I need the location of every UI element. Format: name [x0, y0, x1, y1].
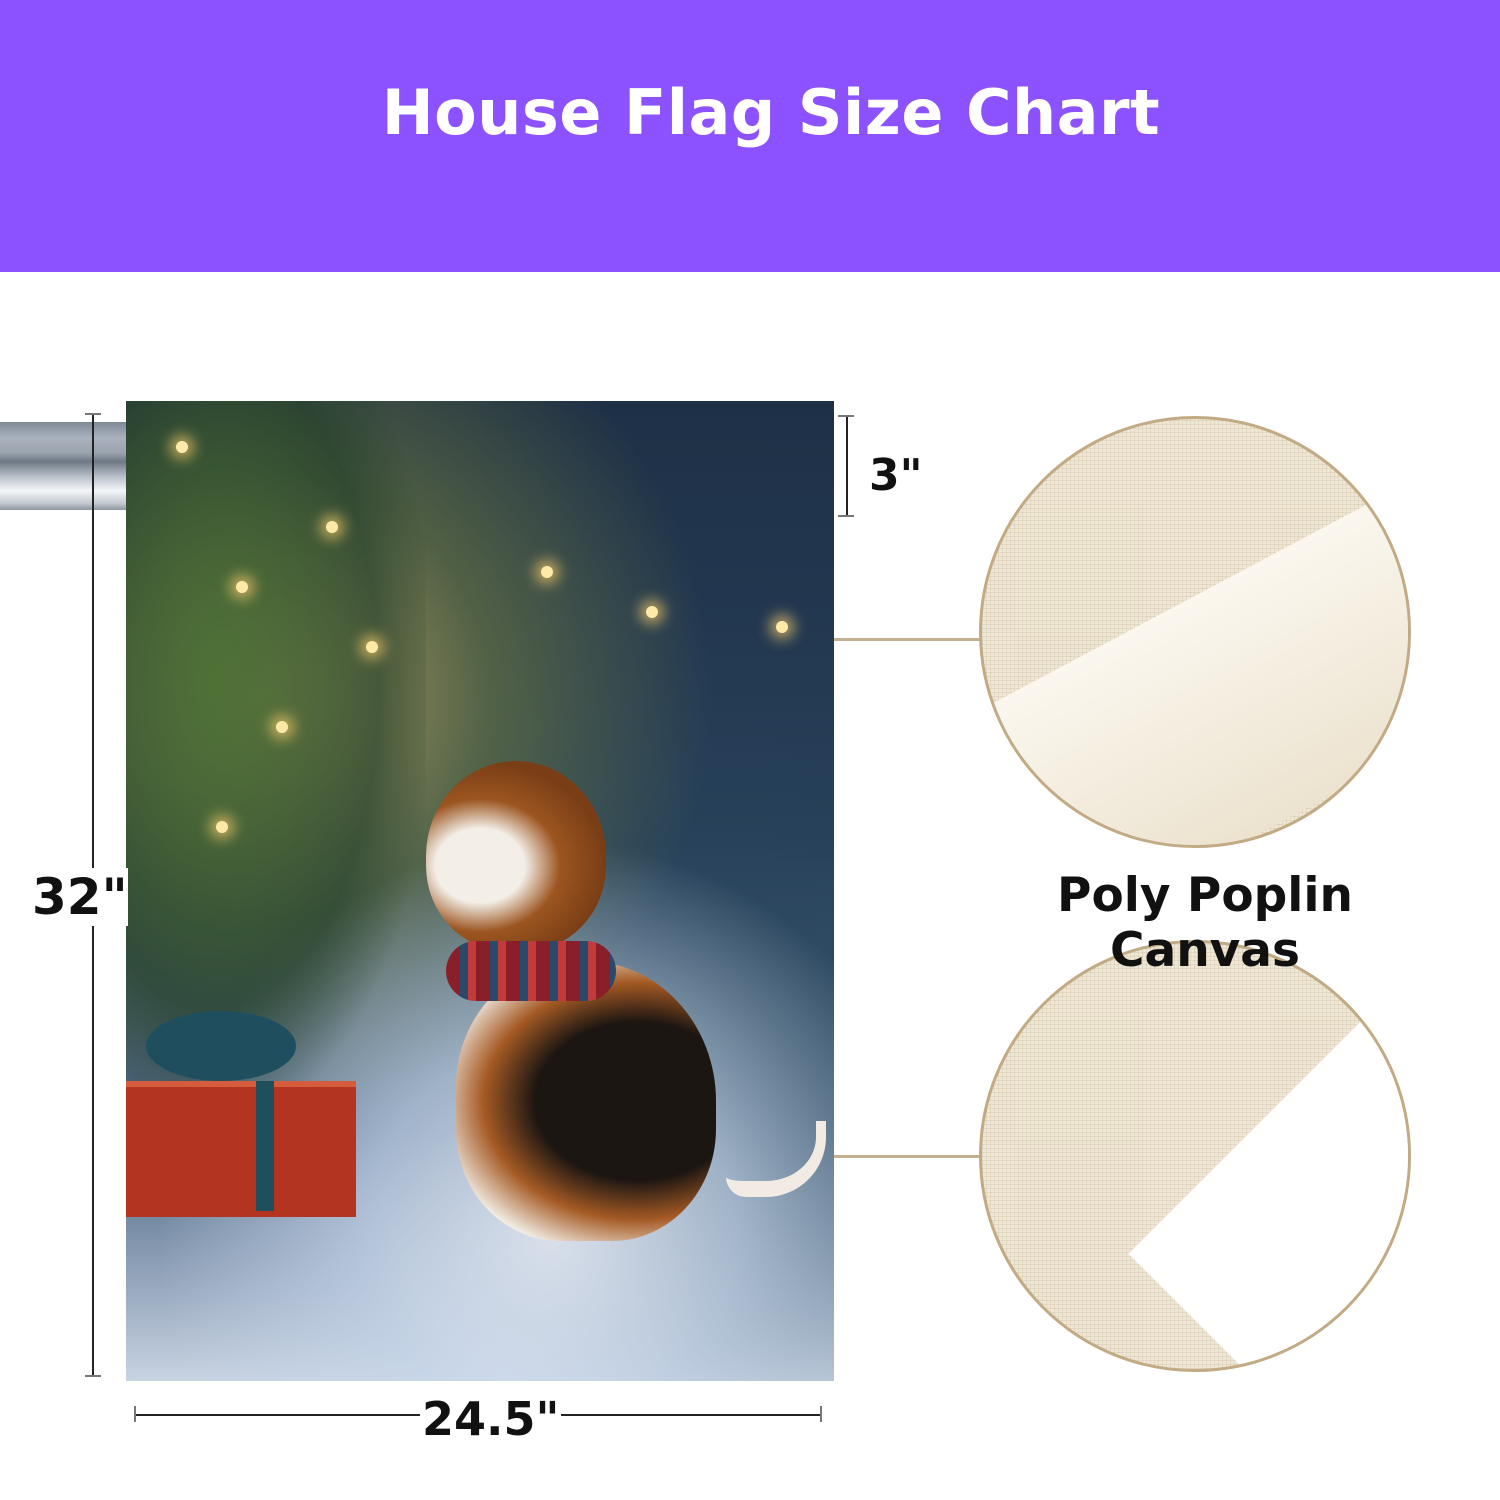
tick [820, 1406, 822, 1422]
flag-image [126, 401, 834, 1381]
dog-scarf [446, 941, 616, 1001]
dog-head [426, 761, 606, 951]
gift-box [126, 1081, 356, 1217]
light [366, 641, 378, 653]
height-label: 32" [32, 868, 128, 926]
tick [85, 1375, 101, 1377]
page-title: House Flag Size Chart [381, 76, 1161, 149]
light [176, 441, 188, 453]
fabric-edge [1128, 943, 1408, 1369]
fabric-swatch-folded [979, 416, 1411, 848]
light [541, 566, 553, 578]
flag-pole [0, 422, 126, 510]
fabric-swatch-corner [979, 940, 1411, 1372]
fabric-fold [982, 427, 1408, 845]
tick [838, 515, 854, 517]
light [216, 821, 228, 833]
sleeve-label: 3" [869, 450, 923, 501]
dog-tail [726, 1121, 826, 1197]
tick [134, 1406, 136, 1422]
tick [838, 415, 854, 417]
light [326, 521, 338, 533]
material-label: Poly Poplin Canvas [1057, 868, 1353, 978]
christmas-tree [126, 401, 426, 1101]
tick [85, 413, 101, 415]
light [236, 581, 248, 593]
width-label: 24.5" [420, 1392, 562, 1446]
connector-line [834, 1155, 980, 1158]
light [646, 606, 658, 618]
dog-body [456, 961, 716, 1241]
light [776, 621, 788, 633]
gift-bow [146, 1011, 296, 1081]
connector-line [834, 638, 980, 641]
gift-ribbon [256, 1081, 274, 1211]
sleeve-dimension-line [846, 416, 848, 516]
light [276, 721, 288, 733]
header-banner: House Flag Size Chart [0, 0, 1500, 272]
